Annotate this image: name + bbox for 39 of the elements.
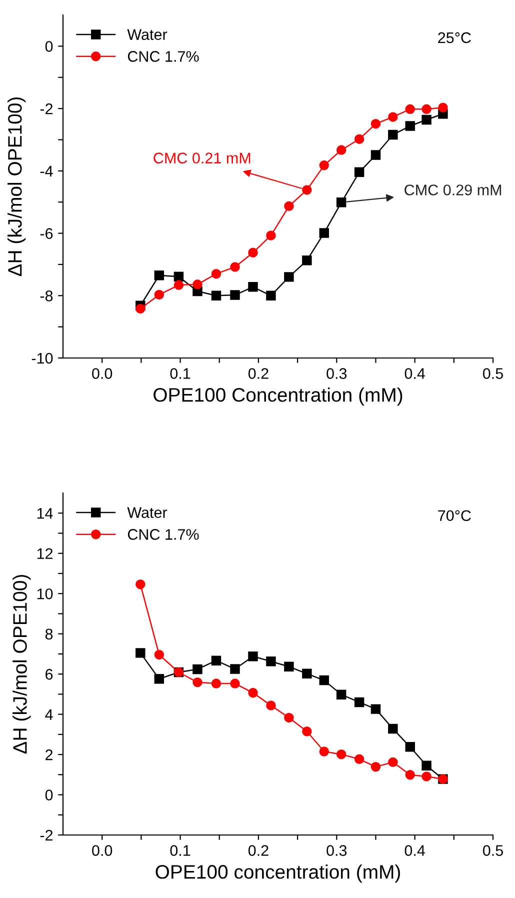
y-tick-label: 8 (45, 628, 53, 640)
x-tick-label: 0.2 (248, 368, 268, 379)
annotation: CMC 0.21 mM (154, 152, 250, 164)
y-tick-label: 2 (46, 749, 53, 760)
x-tick-label: 0.1 (170, 368, 190, 379)
y-tick-label: 4 (45, 709, 53, 720)
x-tick-label: 0.5 (482, 368, 503, 379)
annotation: 70°C (438, 510, 471, 522)
x-tick-label: 0.1 (170, 845, 190, 856)
y-tick-label: -4 (40, 166, 53, 176)
x-tick-label: 0.3 (326, 368, 347, 379)
y-tick-label: -8 (40, 290, 53, 302)
x-axis-title: OPE100 concentration (mM) (156, 864, 400, 883)
x-tick-label: 0.3 (326, 845, 347, 856)
legend-label: Water (127, 507, 168, 518)
x-axis-title: OPE100 Concentration (mM) (154, 388, 402, 406)
y-tick-label: -6 (40, 228, 53, 239)
y-tick-label: -10 (32, 352, 53, 364)
x-tick-label: 0.0 (92, 368, 112, 379)
x-tick-label: 0.4 (404, 368, 425, 379)
y-axis-title: ΔH (kJ/mol OPE100) (8, 97, 26, 276)
legend-label: CNC 1.7% (128, 51, 199, 62)
y-tick-label: 12 (37, 548, 53, 559)
legend-label: CNC 1.7% (128, 529, 199, 540)
x-tick-label: 0.4 (404, 845, 425, 856)
x-tick-label: 0.2 (248, 845, 268, 856)
legend-label: Water (127, 29, 168, 40)
x-tick-label: 0.5 (482, 845, 503, 856)
y-tick-label: 10 (37, 588, 53, 600)
annotation: 25°C (438, 32, 471, 44)
y-tick-label: -2 (40, 830, 53, 841)
y-tick-label: -2 (40, 103, 53, 114)
y-tick-label: 0 (45, 790, 53, 800)
annotation: CMC 0.29 mM (404, 184, 502, 196)
y-axis-title: ΔH (kJ/mol OPE100) (12, 574, 31, 754)
y-tick-label: 14 (37, 508, 53, 519)
y-tick-label: 6 (46, 668, 53, 680)
y-tick-label: 0 (45, 41, 53, 52)
x-tick-label: 0.0 (92, 845, 112, 856)
